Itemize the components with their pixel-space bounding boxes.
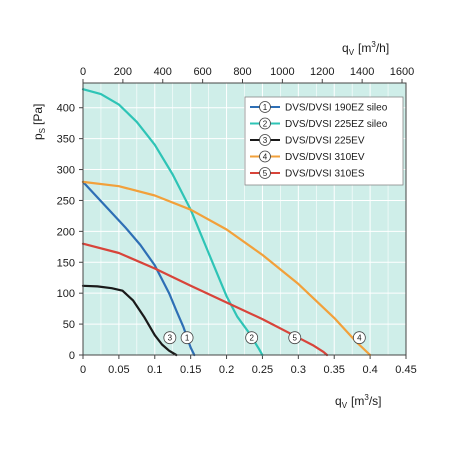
series-marker-4 [352,331,366,345]
x2-label-unit: [m [358,41,371,55]
x-axis-ticks: 0 0.05 0.1 0.15 0.2 0.25 0.3 0.35 0.4 0.45 [80,355,417,376]
x-label-main: q [335,394,342,408]
x2-axis-ticks: 0 200 400 600 800 1000 1200 1400 1600 [80,66,414,83]
curve-number-markers: 1 2 3 4 5 [163,331,366,345]
x-tick-label: 0 [80,364,86,376]
x-tick-label: 0.05 [108,364,129,376]
x-label-unit: [m [351,394,364,408]
x-tick-label: 0.1 [147,364,162,376]
series-marker-label-4: 4 [357,334,362,343]
y-tick-label: 100 [57,288,75,300]
y-tick-label: 150 [57,257,75,269]
y-tick-label: 300 [57,165,75,177]
legend-marker-label-3: 3 [263,136,268,145]
x2-axis-label: qV [m3/h] [342,40,389,57]
x-tick-label: 0.45 [395,364,416,376]
series-marker-5 [288,331,302,345]
legend-marker-3 [259,134,271,146]
legend-label-1: DVS/DVSI 190EZ sileo [285,103,388,114]
x2-tick-label: 200 [114,66,132,78]
series-marker-3 [163,331,177,345]
series-line-5 [81,242,329,357]
x2-label-sup: 3 [371,40,376,49]
y-tick-label: 250 [57,195,75,207]
y-tick-label: 200 [57,226,75,238]
y-tick-label: 350 [57,134,75,146]
legend-marker-5 [259,167,271,179]
y-tick-label: 50 [63,319,75,331]
x2-tick-label: 0 [80,66,86,78]
x2-tick-label: 600 [193,66,211,78]
y-label-sub: S [38,128,47,133]
x-tick-label: 0.35 [324,364,345,376]
legend-label-4: DVS/DVSI 310EV [285,152,365,163]
x-axis-label: qV [m3/s] [335,393,382,410]
legend-label-3: DVS/DVSI 225EV [285,136,365,147]
y-tick-label: 0 [69,350,75,362]
legend-marker-2 [259,117,271,130]
y-label-unit: [Pa] [31,104,45,125]
plot-frame [82,82,407,356]
y-tick-label: 400 [57,103,75,115]
legend-label-2: DVS/DVSI 225EZ sileo [285,119,388,130]
x2-tick-label: 1000 [270,66,294,78]
x-label-unit-end: /s] [369,394,382,408]
y-axis-ticks: 0 50 100 150 200 250 300 350 400 [57,103,83,362]
x2-tick-label: 800 [233,66,251,78]
x-tick-label: 0.3 [291,364,306,376]
x2-tick-label: 400 [154,66,172,78]
x2-label-main: q [342,41,349,55]
x-tick-label: 0.4 [362,364,377,376]
x-tick-label: 0.15 [180,364,201,376]
x2-tick-label: 1400 [350,66,374,78]
y-axis-label: pS [Pa] [31,104,47,140]
series-marker-label-5: 5 [293,334,298,343]
x-label-sub: V [342,401,348,410]
legend-marker-label-2: 2 [263,120,268,129]
series-marker-label-1: 1 [185,334,190,343]
series-marker-label-2: 2 [249,334,254,343]
legend-marker-label-4: 4 [263,153,268,162]
x2-tick-label: 1200 [310,66,334,78]
series-marker-label-3: 3 [168,334,173,343]
x-tick-label: 0.25 [252,364,273,376]
legend-marker-4 [259,150,271,163]
legend-label-5: DVS/DVSI 310ES [285,169,365,180]
legend-marker-label-5: 5 [263,169,268,178]
x-tick-label: 0.2 [219,364,234,376]
series-line-3 [81,284,178,357]
series-marker-1 [180,331,194,345]
series-marker-2 [245,331,259,345]
x2-tick-label: 1600 [390,66,414,78]
x2-label-unit-end: /h] [376,41,389,55]
series-line-4 [81,180,372,357]
x-label-sup: 3 [364,393,369,402]
x2-label-sub: V [349,48,355,57]
legend-marker-1 [259,101,271,113]
y-label-main: p [31,133,45,140]
legend-marker-label-1: 1 [263,103,268,112]
legend: 1 DVS/DVSI 190EZ sileo 2 DVS/DVSI 225EZ sil… [244,96,404,186]
